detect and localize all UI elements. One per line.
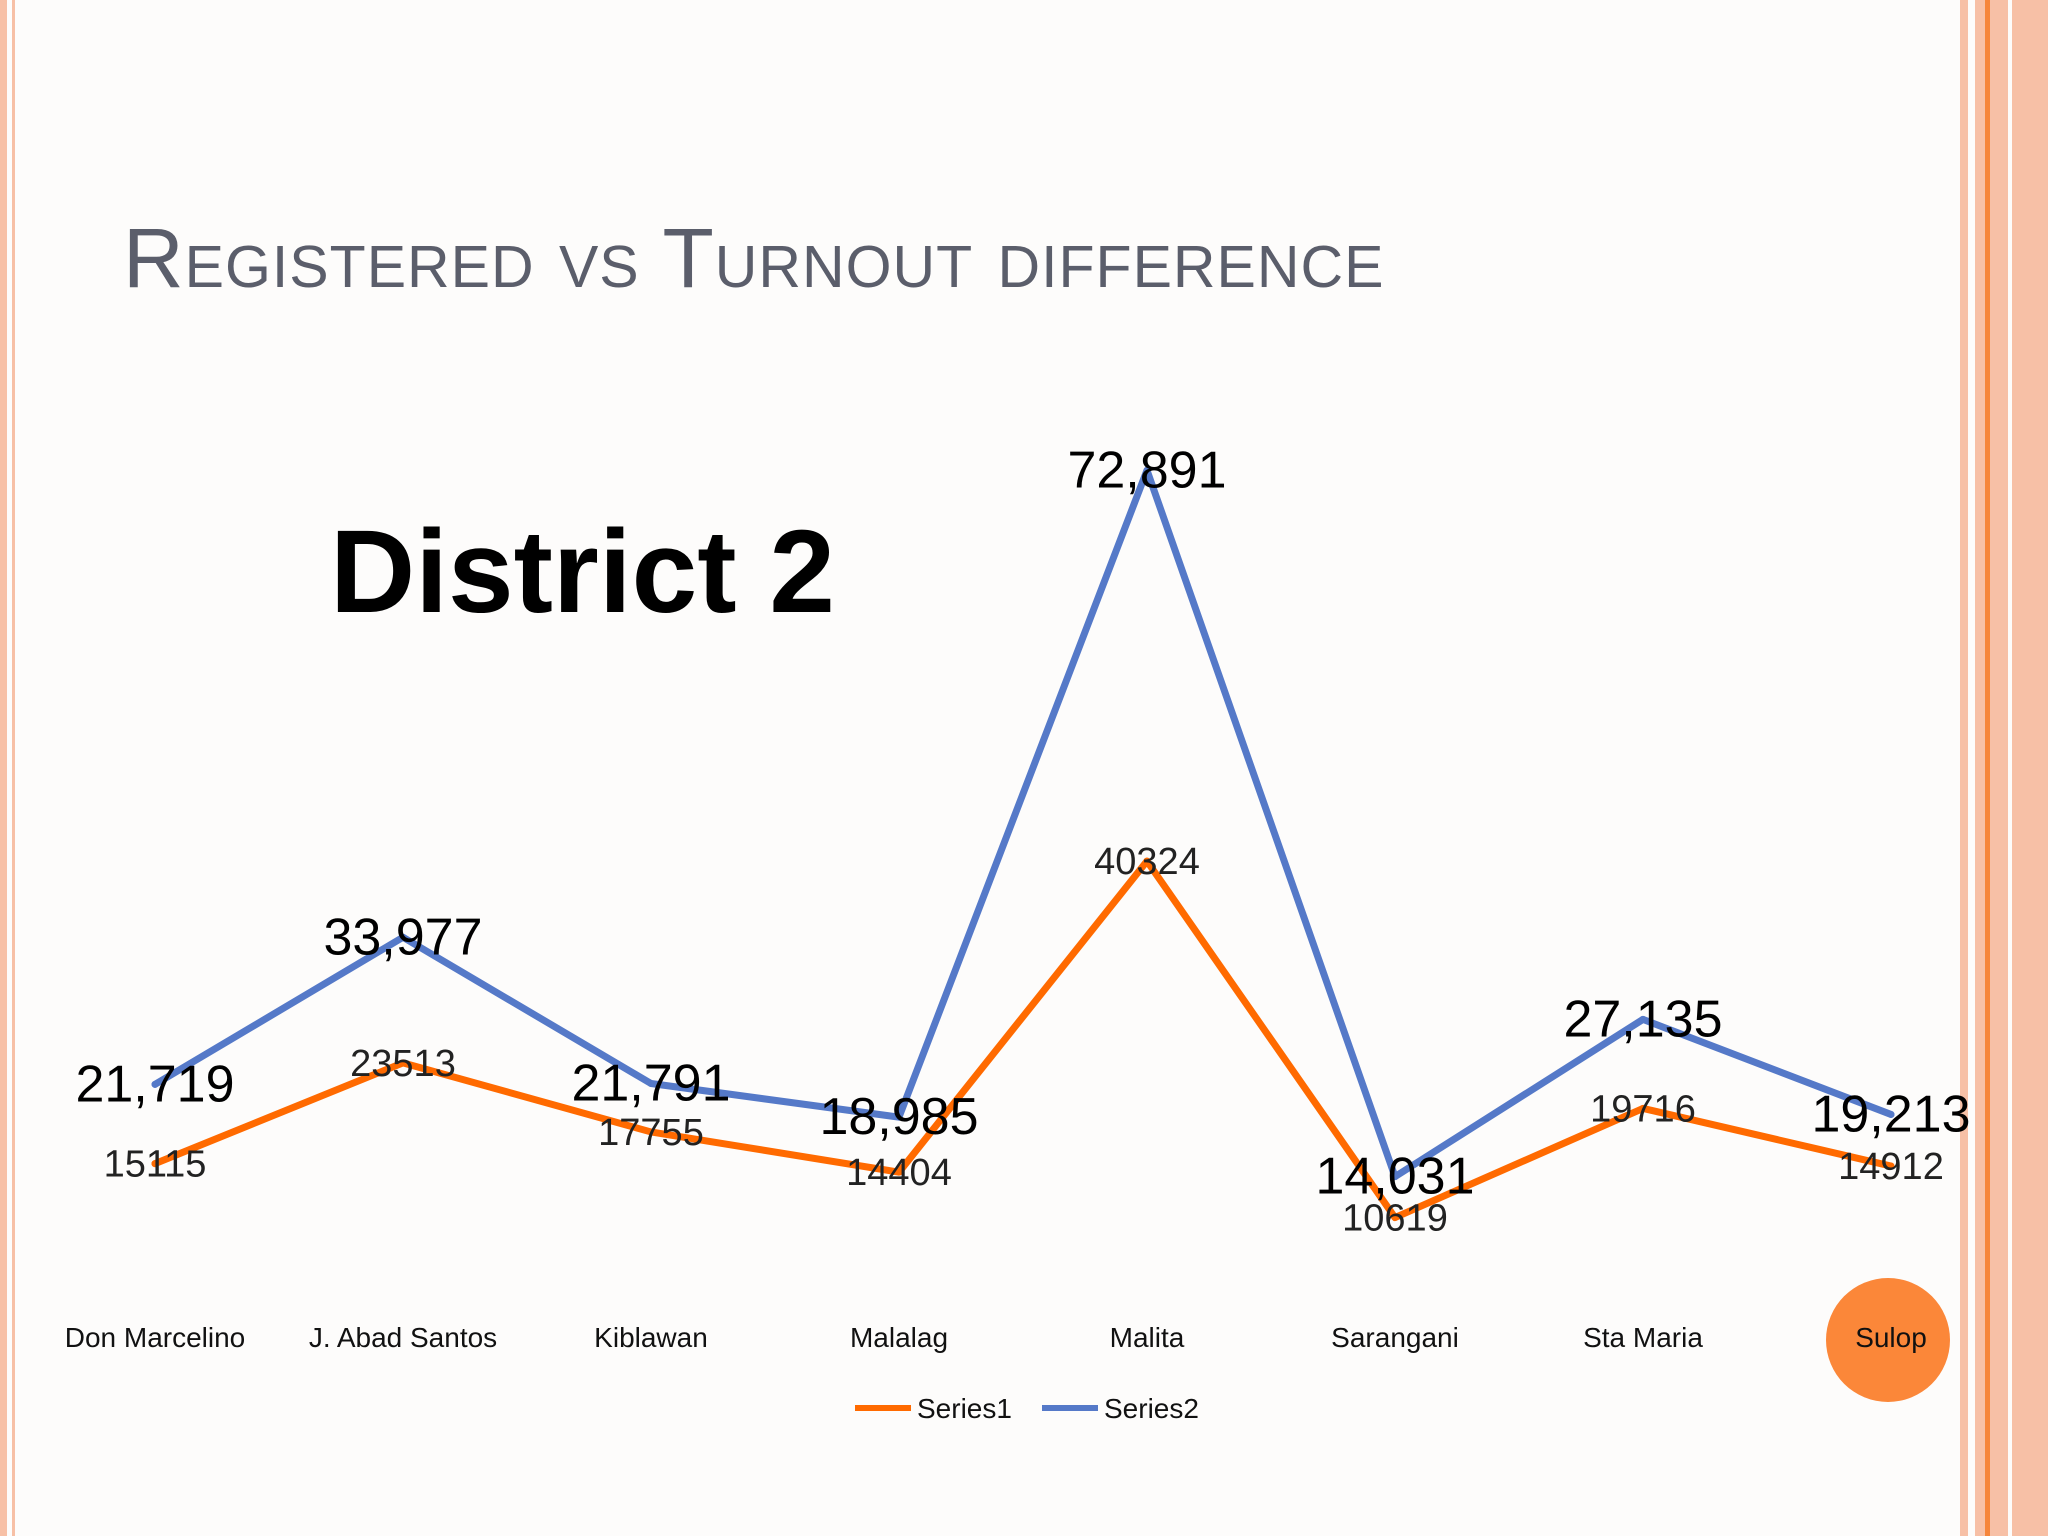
page-title: Registered vs Turnout difference — [123, 211, 1385, 305]
right-accent-line-1 — [1960, 0, 1968, 1536]
data-point — [151, 1080, 159, 1088]
data-label: 19,213 — [1811, 1085, 1970, 1143]
x-tick-label: J. Abad Santos — [309, 1322, 497, 1353]
data-point — [1887, 1110, 1895, 1118]
category-highlight-circle — [1826, 1278, 1950, 1402]
right-accent-line-4 — [1990, 0, 2008, 1536]
data-label: 10619 — [1342, 1198, 1448, 1240]
right-accent-band — [2012, 0, 2048, 1536]
x-tick-label: Malalag — [850, 1322, 948, 1353]
data-point — [647, 1080, 655, 1088]
x-tick-label: Sta Maria — [1583, 1322, 1703, 1353]
data-point — [399, 933, 407, 941]
right-accent-line-2 — [1975, 0, 1985, 1536]
data-point — [1391, 1173, 1399, 1181]
data-point — [399, 1059, 407, 1067]
data-label: 23513 — [350, 1043, 456, 1085]
x-tick-label: Sulop — [1855, 1322, 1927, 1353]
data-point — [1143, 466, 1151, 474]
data-point — [1887, 1162, 1895, 1170]
data-label: 33,977 — [323, 908, 482, 966]
data-label: 18,985 — [819, 1088, 978, 1146]
data-point — [1639, 1104, 1647, 1112]
data-point — [895, 1168, 903, 1176]
x-tick-label: Sarangani — [1331, 1322, 1459, 1353]
data-label: 40324 — [1094, 841, 1200, 883]
data-label: 14,031 — [1315, 1148, 1474, 1206]
legend-label-1: Series1 — [917, 1393, 1012, 1424]
data-label: 15115 — [104, 1144, 207, 1186]
data-label: 21,791 — [571, 1055, 730, 1113]
data-point — [151, 1160, 159, 1168]
data-point — [647, 1128, 655, 1136]
data-label: 14404 — [846, 1152, 952, 1194]
data-label: 17755 — [598, 1112, 704, 1154]
x-tick-label: Malita — [1110, 1322, 1185, 1353]
data-label: 72,891 — [1067, 441, 1226, 499]
left-accent-bar — [0, 0, 7, 1536]
data-label: 27,135 — [1563, 990, 1722, 1048]
data-label: 21,719 — [75, 1055, 234, 1113]
chart-annotation: District 2 — [330, 506, 835, 638]
right-accent-line-3 — [1985, 0, 1990, 1536]
left-accent-line — [12, 0, 15, 1536]
data-point — [895, 1113, 903, 1121]
data-label: 19716 — [1590, 1088, 1696, 1130]
data-point — [1639, 1015, 1647, 1023]
x-tick-label: Don Marcelino — [65, 1322, 246, 1353]
series-line-1 — [151, 857, 1895, 1222]
data-label: 14912 — [1838, 1146, 1944, 1188]
x-tick-label: Kiblawan — [594, 1322, 708, 1353]
data-point — [1391, 1214, 1399, 1222]
legend-label-2: Series2 — [1104, 1393, 1199, 1424]
data-point — [1143, 857, 1151, 865]
series-line-2 — [151, 466, 1895, 1181]
